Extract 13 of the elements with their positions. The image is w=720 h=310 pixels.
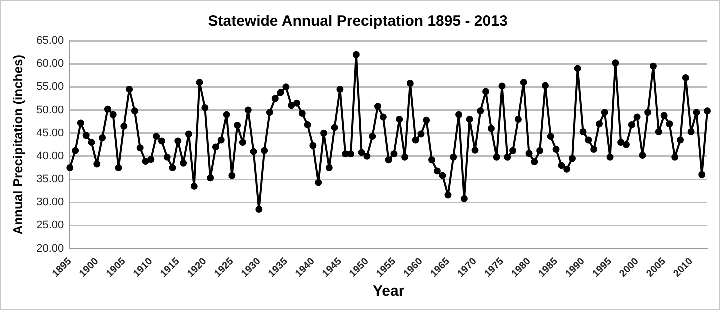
y-tick-label: 25.00 [36,220,64,232]
y-axis-title: Annual Precipitation (inches) [10,54,26,235]
y-tick-label: 30.00 [36,196,64,209]
y-tick-label: 50.00 [36,104,64,116]
y-tick-label: 60.00 [36,58,64,70]
y-tick-label: 45.00 [36,127,64,140]
chart-title: Statewide Annual Preciptation 1895 - 2013 [208,13,508,30]
y-tick-label: 65.00 [36,35,64,48]
y-tick-label: 55.00 [36,81,64,94]
y-tick-label: 20.00 [36,242,64,255]
y-tick-label: 40.00 [36,150,64,162]
x-axis-title: Year [372,283,405,300]
y-tick-label: 35.00 [36,174,64,186]
